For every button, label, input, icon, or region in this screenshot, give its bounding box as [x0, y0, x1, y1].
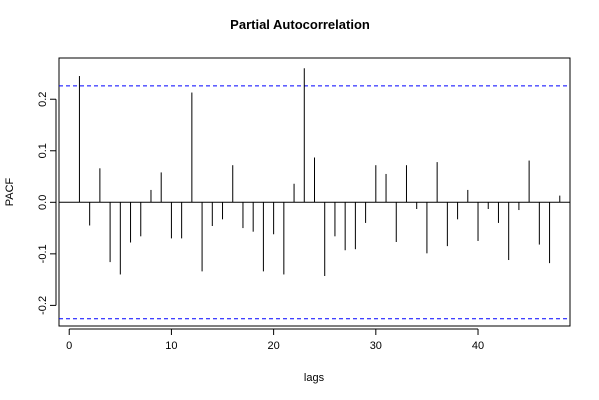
- y-tick-label-3: 0.1: [37, 143, 49, 158]
- y-tick-label-2: 0.0: [37, 195, 49, 210]
- y-axis: -0.2 -0.1 0.0 0.1 0.2: [37, 92, 57, 315]
- y-axis-label: PACF: [4, 177, 16, 206]
- chart-title: Partial Autocorrelation: [230, 17, 370, 32]
- x-tick-label-40: 40: [472, 340, 484, 352]
- y-tick-label-1: -0.1: [37, 244, 49, 263]
- x-tick-label-20: 20: [267, 340, 279, 352]
- y-tick-label-0: -0.2: [37, 296, 49, 315]
- plot-frame: [58, 57, 571, 327]
- x-axis-label: lags: [304, 372, 325, 384]
- x-tick-label-10: 10: [165, 340, 177, 352]
- x-tick-label-0: 0: [66, 340, 72, 352]
- pacf-bars: [78, 68, 561, 277]
- x-tick-label-30: 30: [370, 340, 382, 352]
- y-tick-label-4: 0.2: [37, 92, 49, 107]
- x-axis: 0 10 20 30 40: [66, 328, 484, 352]
